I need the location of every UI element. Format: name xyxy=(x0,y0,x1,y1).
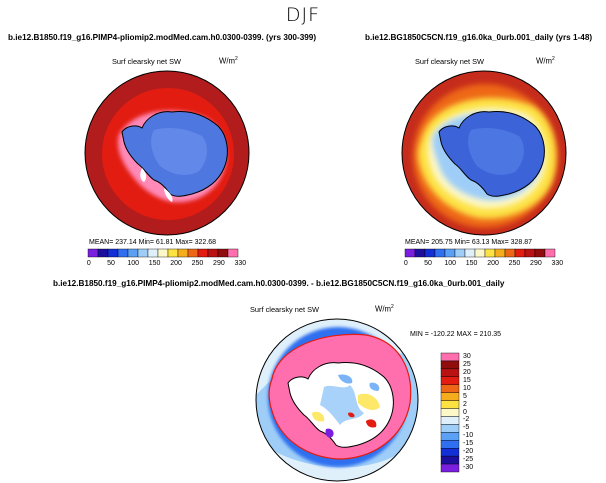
difference-colorbar-tick: -15 xyxy=(463,440,474,448)
difference-colorbar-tick: 2 xyxy=(463,400,467,408)
case-b-colorbar-box xyxy=(524,248,536,258)
difference-colorbar-tick: -20 xyxy=(463,448,474,456)
difference-colorbar-tick: 25 xyxy=(463,360,471,368)
case-b-colorbar-box xyxy=(454,248,466,258)
case-b-colorbar-box xyxy=(504,248,516,258)
case-b-colorbar-box xyxy=(444,248,456,258)
case-b-colorbar-ticks: 0 50 100 150 200 250 290 330 xyxy=(403,260,563,270)
difference-colorbar-tick: 10 xyxy=(463,384,471,392)
case-b-colorbar-box xyxy=(414,248,426,258)
difference-colorbar-tick: 15 xyxy=(463,376,471,384)
case-b-colorbar-tick: 50 xyxy=(424,260,432,267)
case-a-stats: MEAN= 237.14 Min= 61.81 Max= 322.68 xyxy=(89,239,217,246)
case-b-field-label: Surf clearsky net SW xyxy=(415,57,484,66)
difference-title: b.ie12.B1850.f19_g16.PIMP4-pliomip2.modM… xyxy=(53,279,505,288)
difference-colorbar-box xyxy=(440,455,460,465)
season-title: DJF xyxy=(285,4,321,26)
difference-colorbar-box xyxy=(440,376,460,385)
case-a-colorbar-box xyxy=(117,248,129,258)
case-a-colorbar-box xyxy=(87,248,99,258)
case-b-stats: MEAN= 205.75 Min= 63.13 Max= 328.87 xyxy=(405,239,533,246)
case-a-colorbar-tick: 250 xyxy=(191,260,204,267)
case-a-colorbar-tick: 290 xyxy=(213,260,225,267)
difference-colorbar-box xyxy=(440,424,460,433)
case-a-field-label: Surf clearsky net SW xyxy=(112,57,181,66)
case-b-title: b.ie12.BG1850C5CN.f19_g16.0ka_0urb.001_d… xyxy=(365,33,593,42)
case-b-colorbar-tick: 150 xyxy=(465,260,478,267)
case-b-colorbar-tick: 200 xyxy=(487,260,499,267)
difference-colorbar-box xyxy=(440,352,460,362)
case-a-map xyxy=(84,70,250,236)
case-b-colorbar xyxy=(404,248,556,258)
difference-field-label: Surf clearsky net SW xyxy=(250,305,319,314)
case-a-colorbar xyxy=(87,248,239,258)
difference-colorbar-ticks: 30 25 20 15 10 5 2 0 -2 -5 -10 -15 -20 -25 -30 xyxy=(463,353,493,472)
difference-colorbar-box xyxy=(440,400,460,409)
case-a-colorbar-box xyxy=(207,248,219,258)
case-b-colorbar-box xyxy=(544,248,556,258)
difference-colorbar-box xyxy=(440,447,460,457)
case-a-colorbar-box xyxy=(177,248,189,258)
difference-colorbar-tick: 0 xyxy=(463,408,467,416)
case-a-colorbar-tick: 200 xyxy=(170,260,182,267)
case-b-colorbar-box xyxy=(494,248,506,258)
case-b-colorbar-box xyxy=(434,248,446,258)
case-b-colorbar-tick: 250 xyxy=(508,260,521,267)
difference-colorbar-box xyxy=(440,360,460,370)
difference-colorbar-tick: -10 xyxy=(463,432,474,440)
case-b-colorbar-box xyxy=(484,248,496,258)
case-a-colorbar-box xyxy=(167,248,179,258)
case-a-colorbar-tick: 150 xyxy=(148,260,161,267)
difference-colorbar-box xyxy=(440,463,460,473)
difference-colorbar-tick: 30 xyxy=(463,352,471,360)
difference-colorbar-tick: -2 xyxy=(463,416,470,424)
case-b-colorbar-box xyxy=(534,248,546,258)
case-b-colorbar-tick: 0 xyxy=(403,260,408,267)
difference-colorbar-tick: 20 xyxy=(463,368,471,376)
case-a-colorbar-box xyxy=(157,248,169,258)
difference-colorbar-box xyxy=(440,440,460,449)
difference-colorbar-box xyxy=(440,432,460,441)
case-a-colorbar-box xyxy=(187,248,199,258)
case-b-colorbar-tick: 330 xyxy=(551,260,564,267)
case-a-title: b.ie12.B1850.f19_g16.PIMP4-pliomip2.modM… xyxy=(8,33,317,42)
case-b-colorbar-box xyxy=(474,248,486,258)
case-a-colorbar-tick: 100 xyxy=(127,260,140,267)
difference-units: W/m2 xyxy=(375,304,394,314)
case-a-colorbar-box xyxy=(137,248,149,258)
case-a-units: W/m2 xyxy=(219,56,238,66)
case-b-colorbar-tick: 290 xyxy=(530,260,542,267)
difference-colorbar-tick: -30 xyxy=(463,464,474,472)
case-b-map xyxy=(401,70,567,236)
difference-colorbar-box xyxy=(440,384,460,393)
difference-colorbar-box xyxy=(440,392,460,401)
case-a-colorbar-tick: 50 xyxy=(107,260,115,267)
case-b-units: W/m2 xyxy=(536,56,555,66)
case-b-colorbar-box xyxy=(514,248,526,258)
case-b-colorbar-box xyxy=(424,248,436,258)
case-a-colorbar-box xyxy=(107,248,119,258)
case-a-colorbar-tick: 330 xyxy=(234,260,247,267)
case-a-colorbar-box xyxy=(147,248,159,258)
case-a-colorbar-box xyxy=(97,248,109,258)
case-a-colorbar-box xyxy=(127,248,139,258)
case-b-colorbar-box xyxy=(464,248,476,258)
case-a-colorbar-box xyxy=(227,248,239,258)
difference-colorbar-tick: 5 xyxy=(463,392,467,400)
case-a-colorbar-box xyxy=(217,248,229,258)
difference-stats: MIN = -120.22 MAX = 210.35 xyxy=(410,331,502,338)
case-b-colorbar-tick: 100 xyxy=(444,260,457,267)
difference-colorbar-tick: -25 xyxy=(463,456,474,464)
difference-colorbar-box xyxy=(440,408,460,417)
difference-colorbar-tick: -5 xyxy=(463,424,470,432)
difference-colorbar xyxy=(440,352,460,473)
difference-colorbar-box xyxy=(440,368,460,378)
case-a-colorbar-ticks: 0 50 100 150 200 250 290 330 xyxy=(86,260,246,270)
difference-map xyxy=(255,318,419,482)
case-a-colorbar-tick: 0 xyxy=(86,260,91,267)
difference-colorbar-box xyxy=(440,416,460,425)
case-b-colorbar-box xyxy=(404,248,416,258)
case-a-colorbar-box xyxy=(197,248,209,258)
